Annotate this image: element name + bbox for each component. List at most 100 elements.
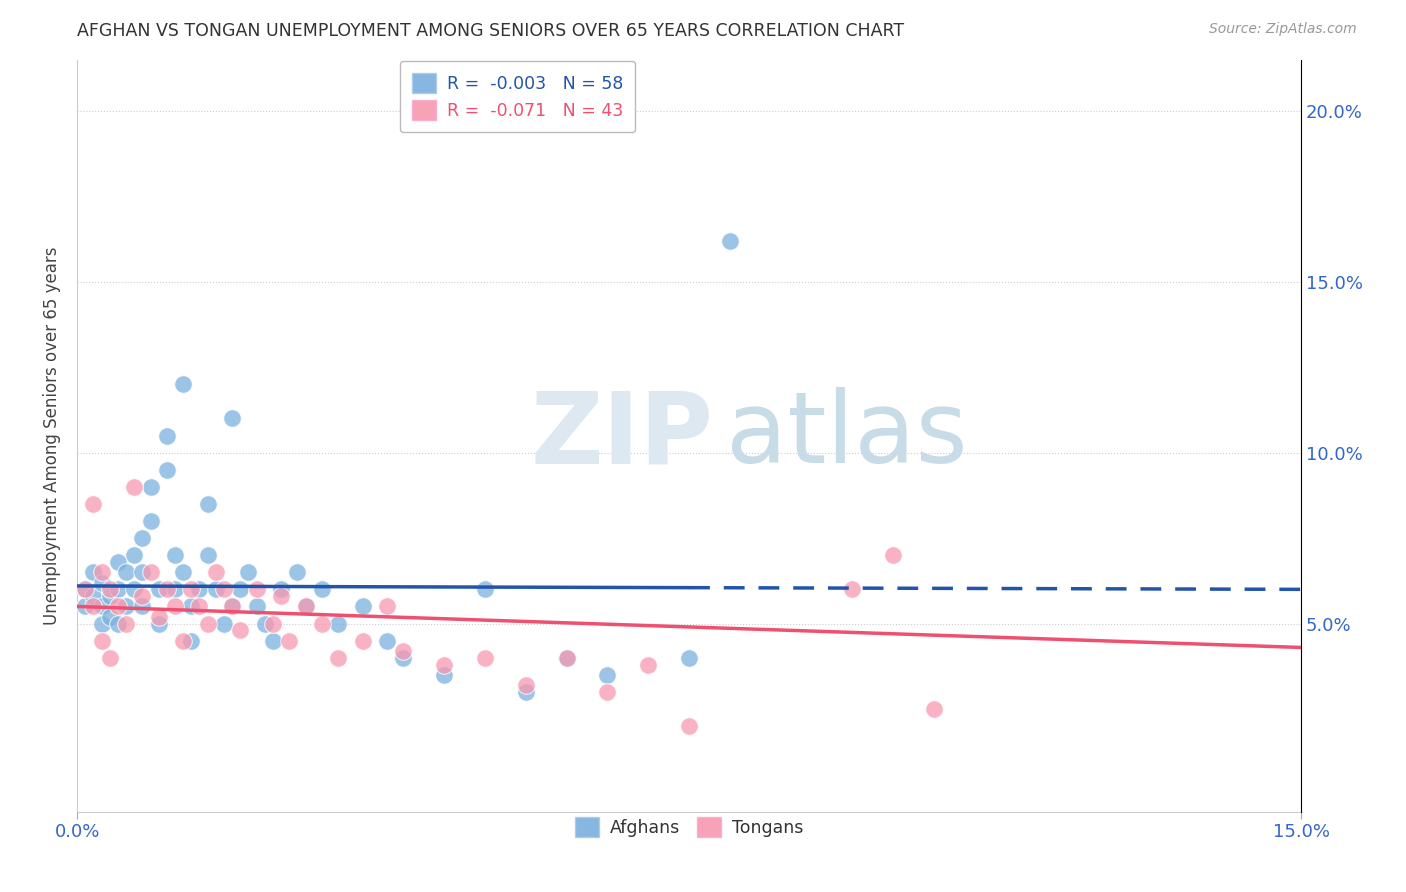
Point xyxy=(270,582,292,597)
Point xyxy=(90,616,112,631)
Point xyxy=(433,657,456,672)
Point xyxy=(122,582,145,597)
Point xyxy=(98,589,121,603)
Point xyxy=(156,428,179,442)
Point xyxy=(287,566,309,580)
Point xyxy=(82,599,104,614)
Point xyxy=(212,582,235,597)
Point xyxy=(197,616,219,631)
Point xyxy=(922,702,945,716)
Point xyxy=(555,650,578,665)
Point xyxy=(278,633,301,648)
Point xyxy=(678,719,700,733)
Point xyxy=(82,566,104,580)
Point xyxy=(212,616,235,631)
Point xyxy=(180,599,202,614)
Point xyxy=(678,650,700,665)
Point xyxy=(596,668,619,682)
Text: atlas: atlas xyxy=(725,387,967,484)
Point xyxy=(204,582,226,597)
Point xyxy=(238,566,260,580)
Point xyxy=(262,616,284,631)
Point xyxy=(148,609,170,624)
Point xyxy=(515,678,537,692)
Point xyxy=(122,548,145,562)
Point xyxy=(156,463,179,477)
Point xyxy=(107,616,129,631)
Point xyxy=(163,548,186,562)
Point xyxy=(148,582,170,597)
Point xyxy=(246,599,269,614)
Point xyxy=(107,599,129,614)
Point xyxy=(352,599,374,614)
Point xyxy=(229,624,252,638)
Point xyxy=(90,599,112,614)
Point xyxy=(270,589,292,603)
Point xyxy=(82,497,104,511)
Point xyxy=(75,599,97,614)
Point xyxy=(246,582,269,597)
Point xyxy=(474,650,496,665)
Point xyxy=(115,599,138,614)
Point xyxy=(294,599,316,614)
Point xyxy=(75,582,97,597)
Point xyxy=(90,633,112,648)
Point xyxy=(221,411,243,425)
Point xyxy=(204,566,226,580)
Point xyxy=(433,668,456,682)
Point xyxy=(107,555,129,569)
Point xyxy=(139,514,162,528)
Point xyxy=(98,582,121,597)
Point xyxy=(90,566,112,580)
Text: ZIP: ZIP xyxy=(530,387,713,484)
Point xyxy=(262,633,284,648)
Point xyxy=(172,566,194,580)
Point xyxy=(328,650,350,665)
Point xyxy=(115,566,138,580)
Point xyxy=(98,650,121,665)
Point xyxy=(221,599,243,614)
Point xyxy=(131,599,153,614)
Point xyxy=(139,566,162,580)
Point xyxy=(156,582,179,597)
Point xyxy=(229,582,252,597)
Point xyxy=(131,589,153,603)
Point xyxy=(294,599,316,614)
Legend: Afghans, Tongans: Afghans, Tongans xyxy=(568,810,810,844)
Point xyxy=(82,589,104,603)
Point xyxy=(718,234,741,248)
Point xyxy=(841,582,863,597)
Point xyxy=(131,566,153,580)
Point xyxy=(221,599,243,614)
Point xyxy=(474,582,496,597)
Point xyxy=(328,616,350,631)
Point xyxy=(98,609,121,624)
Point xyxy=(392,644,415,658)
Point xyxy=(555,650,578,665)
Point xyxy=(115,616,138,631)
Point xyxy=(75,582,97,597)
Point xyxy=(188,582,211,597)
Point xyxy=(882,548,904,562)
Text: AFGHAN VS TONGAN UNEMPLOYMENT AMONG SENIORS OVER 65 YEARS CORRELATION CHART: AFGHAN VS TONGAN UNEMPLOYMENT AMONG SENI… xyxy=(77,22,904,40)
Point xyxy=(172,633,194,648)
Point xyxy=(163,599,186,614)
Point xyxy=(180,582,202,597)
Point xyxy=(311,616,333,631)
Point xyxy=(197,548,219,562)
Point xyxy=(180,633,202,648)
Point xyxy=(197,497,219,511)
Text: Source: ZipAtlas.com: Source: ZipAtlas.com xyxy=(1209,22,1357,37)
Point xyxy=(188,599,211,614)
Point xyxy=(131,531,153,545)
Point xyxy=(311,582,333,597)
Point xyxy=(172,377,194,392)
Point xyxy=(90,575,112,590)
Point xyxy=(139,480,162,494)
Point xyxy=(375,633,398,648)
Point xyxy=(352,633,374,648)
Point xyxy=(392,650,415,665)
Point xyxy=(122,480,145,494)
Y-axis label: Unemployment Among Seniors over 65 years: Unemployment Among Seniors over 65 years xyxy=(44,246,60,624)
Point xyxy=(253,616,276,631)
